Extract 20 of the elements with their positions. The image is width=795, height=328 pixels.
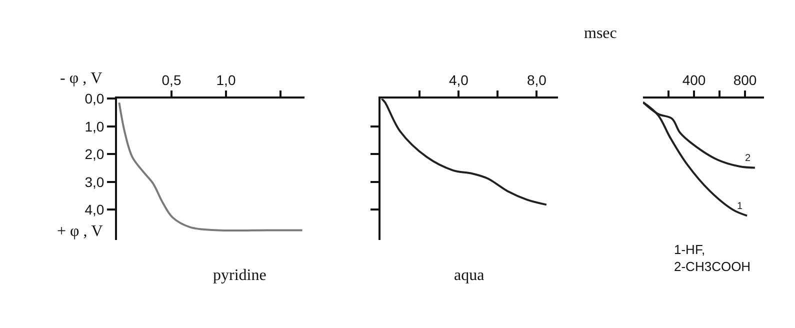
y-tick-label: 2,0: [84, 146, 104, 162]
x-tick-label: 0,5: [162, 72, 182, 88]
series-label: 1: [737, 201, 743, 212]
text: msec: [584, 25, 617, 42]
x-tick-label: 800: [733, 72, 757, 88]
x-tick-label: 400: [682, 72, 706, 88]
x-tick-label: 8,0: [526, 72, 547, 88]
y-tick-label: 4,0: [84, 202, 104, 218]
text: + φ , V: [57, 223, 104, 240]
x-axis-title: pyridine: [213, 267, 266, 284]
series-label: 2: [745, 153, 751, 164]
y-tick-label: 3,0: [84, 174, 104, 190]
x-tick-label: 1,0: [216, 72, 236, 88]
y-axis-title: - φ , V: [60, 70, 103, 87]
x-axis-title: aqua: [454, 267, 484, 284]
line-series: [118, 102, 304, 232]
y-tick-label: 1,0: [84, 118, 104, 134]
y-tick-label: 0,0: [84, 90, 104, 107]
x-tick-label: 4,0: [448, 72, 469, 88]
text: 1-HF, 2-CH3COOH: [674, 242, 751, 274]
